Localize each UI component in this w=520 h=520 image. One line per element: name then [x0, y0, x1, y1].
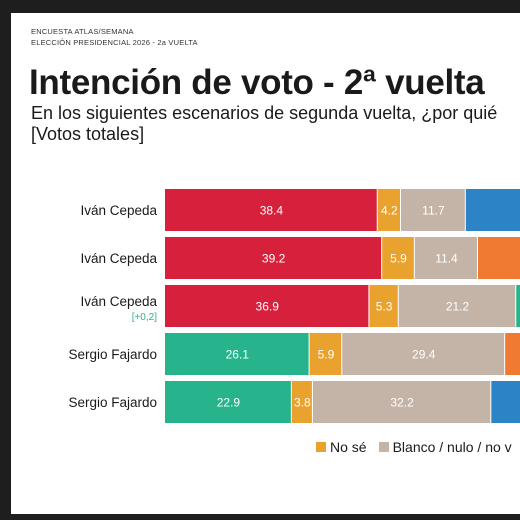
stacked-bar-chart: Iván Cepeda 38.4 4.2 11.7 Iván Cepeda 39.2 5.9…	[68, 189, 520, 423]
election-label: ELECCIÓN PRESIDENCIAL 2026 - 2a VUELTA	[31, 38, 198, 47]
chart-subtitle-units: [Votos totales]	[31, 124, 145, 144]
category-label: Iván Cepeda	[80, 203, 157, 218]
bar-value-label: 5.9	[318, 348, 335, 362]
legend-label: No sé	[330, 439, 367, 455]
category-label: Iván Cepeda	[80, 251, 157, 266]
bar-segment	[291, 381, 312, 423]
bar-segment	[369, 285, 398, 327]
bar-value-label: 4.2	[381, 204, 398, 218]
legend-swatch	[316, 442, 326, 452]
chart-subtitle: En los siguientes escenarios de segunda …	[31, 103, 498, 123]
bar-segment	[478, 237, 520, 279]
bar-value-label: 22.9	[217, 396, 241, 410]
bar-segment	[414, 237, 478, 279]
category-label: Iván Cepeda	[80, 294, 157, 309]
bar-segment	[312, 381, 491, 423]
bar-segment	[165, 381, 291, 423]
bar-value-label: 39.2	[262, 252, 286, 266]
bar-value-label: 21.2	[446, 300, 470, 314]
bar-segment	[165, 189, 377, 231]
category-change-note: [+0,2]	[132, 312, 158, 323]
legend-item: No sé	[316, 439, 367, 455]
bar-value-label: 11.4	[435, 252, 458, 266]
bar-segment	[465, 189, 520, 231]
bar-segment	[377, 189, 401, 231]
bar-value-label: 5.9	[390, 252, 407, 266]
bar-value-label: 26.1	[226, 348, 250, 362]
bar-segment	[491, 381, 520, 423]
bar-value-label: 38.4	[260, 204, 284, 218]
category-label: Sergio Fajardo	[68, 347, 157, 362]
bar-segment	[401, 189, 465, 231]
bar-value-label: 29.4	[412, 348, 436, 362]
bar-segment	[165, 237, 382, 279]
category-label: Sergio Fajardo	[68, 395, 157, 410]
bar-segment	[165, 333, 309, 375]
bar-segment	[516, 285, 520, 327]
legend-swatch	[378, 442, 389, 452]
bar-segment	[505, 333, 520, 375]
legend-label: Blanco / nulo / no v	[392, 439, 512, 455]
bar-segment	[398, 285, 516, 327]
bar-value-label: 5.3	[376, 300, 393, 314]
chart-card: ENCUESTA ATLAS/SEMANA ELECCIÓN PRESIDENC…	[11, 13, 520, 514]
bar-segment	[165, 285, 369, 327]
bar-segment	[342, 333, 505, 375]
bar-value-label: 3.8	[294, 396, 311, 410]
bar-segment	[309, 333, 342, 375]
legend-item: Blanco / nulo / no v	[378, 439, 512, 455]
chart-title: Intención de voto - 2ª vuelta	[29, 63, 485, 102]
bar-value-label: 32.2	[390, 396, 414, 410]
bar-segment	[382, 237, 414, 279]
survey-source: ENCUESTA ATLAS/SEMANA	[31, 27, 134, 36]
bar-value-label: 36.9	[256, 300, 280, 314]
chart-legend: No sé Blanco / nulo / no v	[316, 439, 520, 455]
bar-value-label: 11.7	[422, 204, 445, 218]
